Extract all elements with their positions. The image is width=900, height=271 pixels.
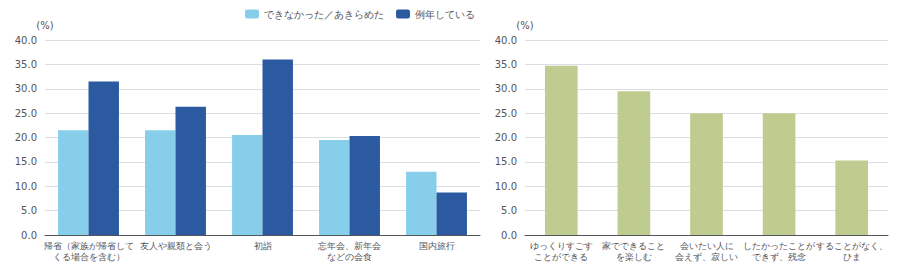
- svg-text:25.0: 25.0: [15, 108, 37, 119]
- svg-text:0.0: 0.0: [21, 230, 37, 241]
- svg-text:会いたい人に: 会いたい人に: [680, 241, 734, 251]
- svg-text:35.0: 35.0: [495, 59, 517, 70]
- svg-text:ことができる: ことができる: [534, 252, 588, 262]
- svg-text:国内旅行: 国内旅行: [419, 241, 455, 251]
- svg-text:20.0: 20.0: [15, 132, 37, 143]
- svg-text:帰省（家族が帰省して: 帰省（家族が帰省して: [44, 241, 134, 251]
- svg-text:40.0: 40.0: [495, 35, 517, 46]
- svg-text:30.0: 30.0: [495, 83, 517, 94]
- svg-text:35.0: 35.0: [15, 59, 37, 70]
- svg-text:0.0: 0.0: [501, 230, 517, 241]
- svg-text:10.0: 10.0: [15, 181, 37, 192]
- svg-text:忘年会、新年会: 忘年会、新年会: [318, 241, 381, 251]
- svg-text:を楽しむ: を楽しむ: [616, 252, 652, 262]
- svg-text:ひま: ひま: [843, 252, 861, 262]
- svg-text:したかったことが: したかったことが: [743, 241, 816, 251]
- svg-text:15.0: 15.0: [15, 156, 37, 167]
- svg-text:40.0: 40.0: [15, 35, 37, 46]
- svg-text:ゆっくりすごす: ゆっくりすごす: [530, 241, 593, 251]
- svg-text:15.0: 15.0: [495, 156, 517, 167]
- svg-text:くる場合を含む）: くる場合を含む）: [53, 252, 125, 262]
- svg-text:5.0: 5.0: [21, 205, 37, 216]
- svg-text:家でできること: 家でできること: [602, 241, 665, 251]
- svg-text:できず、残念: できず、残念: [752, 252, 806, 262]
- svg-text:30.0: 30.0: [15, 83, 37, 94]
- svg-text:5.0: 5.0: [501, 205, 517, 216]
- svg-text:初詣: 初詣: [254, 241, 272, 251]
- svg-text:友人や親類と会う: 友人や親類と会う: [140, 241, 212, 251]
- svg-text:することがなく、: することがなく、: [816, 241, 888, 251]
- svg-text:20.0: 20.0: [495, 132, 517, 143]
- svg-text:などの会食: などの会食: [327, 252, 372, 262]
- svg-text:10.0: 10.0: [495, 181, 517, 192]
- svg-text:(%): (%): [36, 20, 53, 31]
- svg-text:例年している: 例年している: [415, 9, 475, 20]
- svg-text:(%): (%): [516, 20, 533, 31]
- svg-text:できなかった／あきらめた: できなかった／あきらめた: [264, 9, 384, 20]
- svg-text:会えず、寂しい: 会えず、寂しい: [675, 252, 738, 262]
- svg-text:25.0: 25.0: [495, 108, 517, 119]
